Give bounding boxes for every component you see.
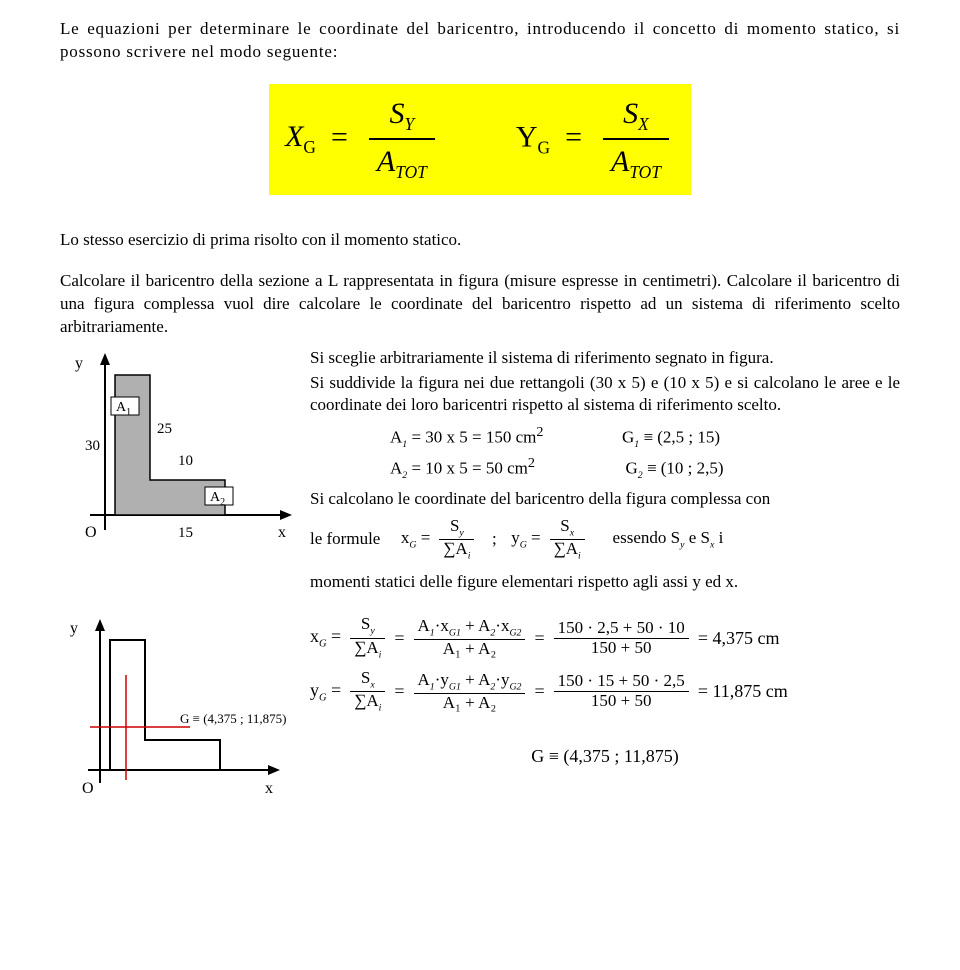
calculation-block: xG = Sy ∑Ai = A1·xG1 + A2·xG2 A₁ + A₂ = … — [310, 615, 900, 786]
svg-text:10: 10 — [178, 453, 193, 469]
svg-text:25: 25 — [157, 421, 172, 437]
figure-1: y x O 30 25 10 15 A1 A2 — [60, 345, 300, 557]
svg-text:y: y — [75, 355, 83, 372]
solution-text: Si sceglie arbitrariamente il sistema di… — [310, 345, 900, 596]
same-exercise-line: Lo stesso esercizio di prima risolto con… — [60, 229, 900, 252]
svg-text:G ≡ (4,375 ; 11,875): G ≡ (4,375 ; 11,875) — [180, 711, 287, 726]
intro-paragraph: Le equazioni per determinare le coordina… — [60, 18, 900, 64]
svg-text:y: y — [70, 620, 78, 637]
svg-text:15: 15 — [178, 525, 193, 541]
svg-text:30: 30 — [85, 438, 100, 454]
highlighted-formula: XG = SY ATOT YG = SX ATOT — [60, 84, 900, 195]
svg-text:O: O — [85, 524, 97, 541]
svg-text:x: x — [265, 780, 273, 797]
svg-text:x: x — [278, 524, 286, 541]
exercise-statement: Calcolare il baricentro della sezione a … — [60, 270, 900, 339]
figure-2: y x O G ≡ (4,375 ; 11,875) — [60, 615, 300, 812]
final-result: G ≡ (4,375 ; 11,875) — [310, 744, 900, 768]
svg-text:O: O — [82, 780, 94, 797]
